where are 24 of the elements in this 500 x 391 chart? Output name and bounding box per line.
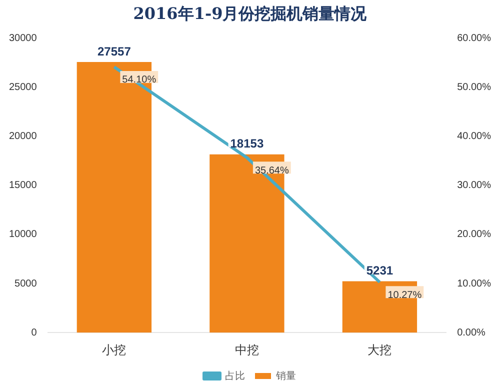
y-tick-label: 5000 xyxy=(14,278,38,290)
y2-tick-label: 50.00% xyxy=(457,82,492,93)
data-label: 18153 xyxy=(230,136,264,151)
y-tick-label: 15000 xyxy=(8,180,38,192)
y-tick-label: 20000 xyxy=(8,130,38,142)
y2-tick-label: 10.00% xyxy=(457,278,492,290)
y2-tick-label: 0.00% xyxy=(457,327,486,338)
x-tick-label: 大挖 xyxy=(368,343,392,358)
y2-tick-label: 40.00% xyxy=(457,130,492,142)
legend-label: 占比 xyxy=(225,370,245,382)
y2-tick-label: 30.00% xyxy=(457,180,492,192)
y-tick-label: 25000 xyxy=(8,82,38,93)
data-label: 54.10% xyxy=(122,74,156,86)
y-tick-label: 10000 xyxy=(8,229,38,240)
y-tick-label: 30000 xyxy=(8,32,38,44)
legend-label: 销量 xyxy=(275,370,296,382)
data-label: 5231 xyxy=(366,264,394,278)
x-tick-label: 中挖 xyxy=(234,343,259,358)
x-tick-label: 小挖 xyxy=(102,343,126,358)
data-label: 27557 xyxy=(98,44,132,58)
chart-title: 2016年1-9月份挖掘机销量情况 xyxy=(132,3,368,25)
y2-tick-label: 20.00% xyxy=(457,229,492,240)
y2-tick-label: 60.00% xyxy=(457,32,492,44)
y-tick-label: 0 xyxy=(31,327,38,338)
